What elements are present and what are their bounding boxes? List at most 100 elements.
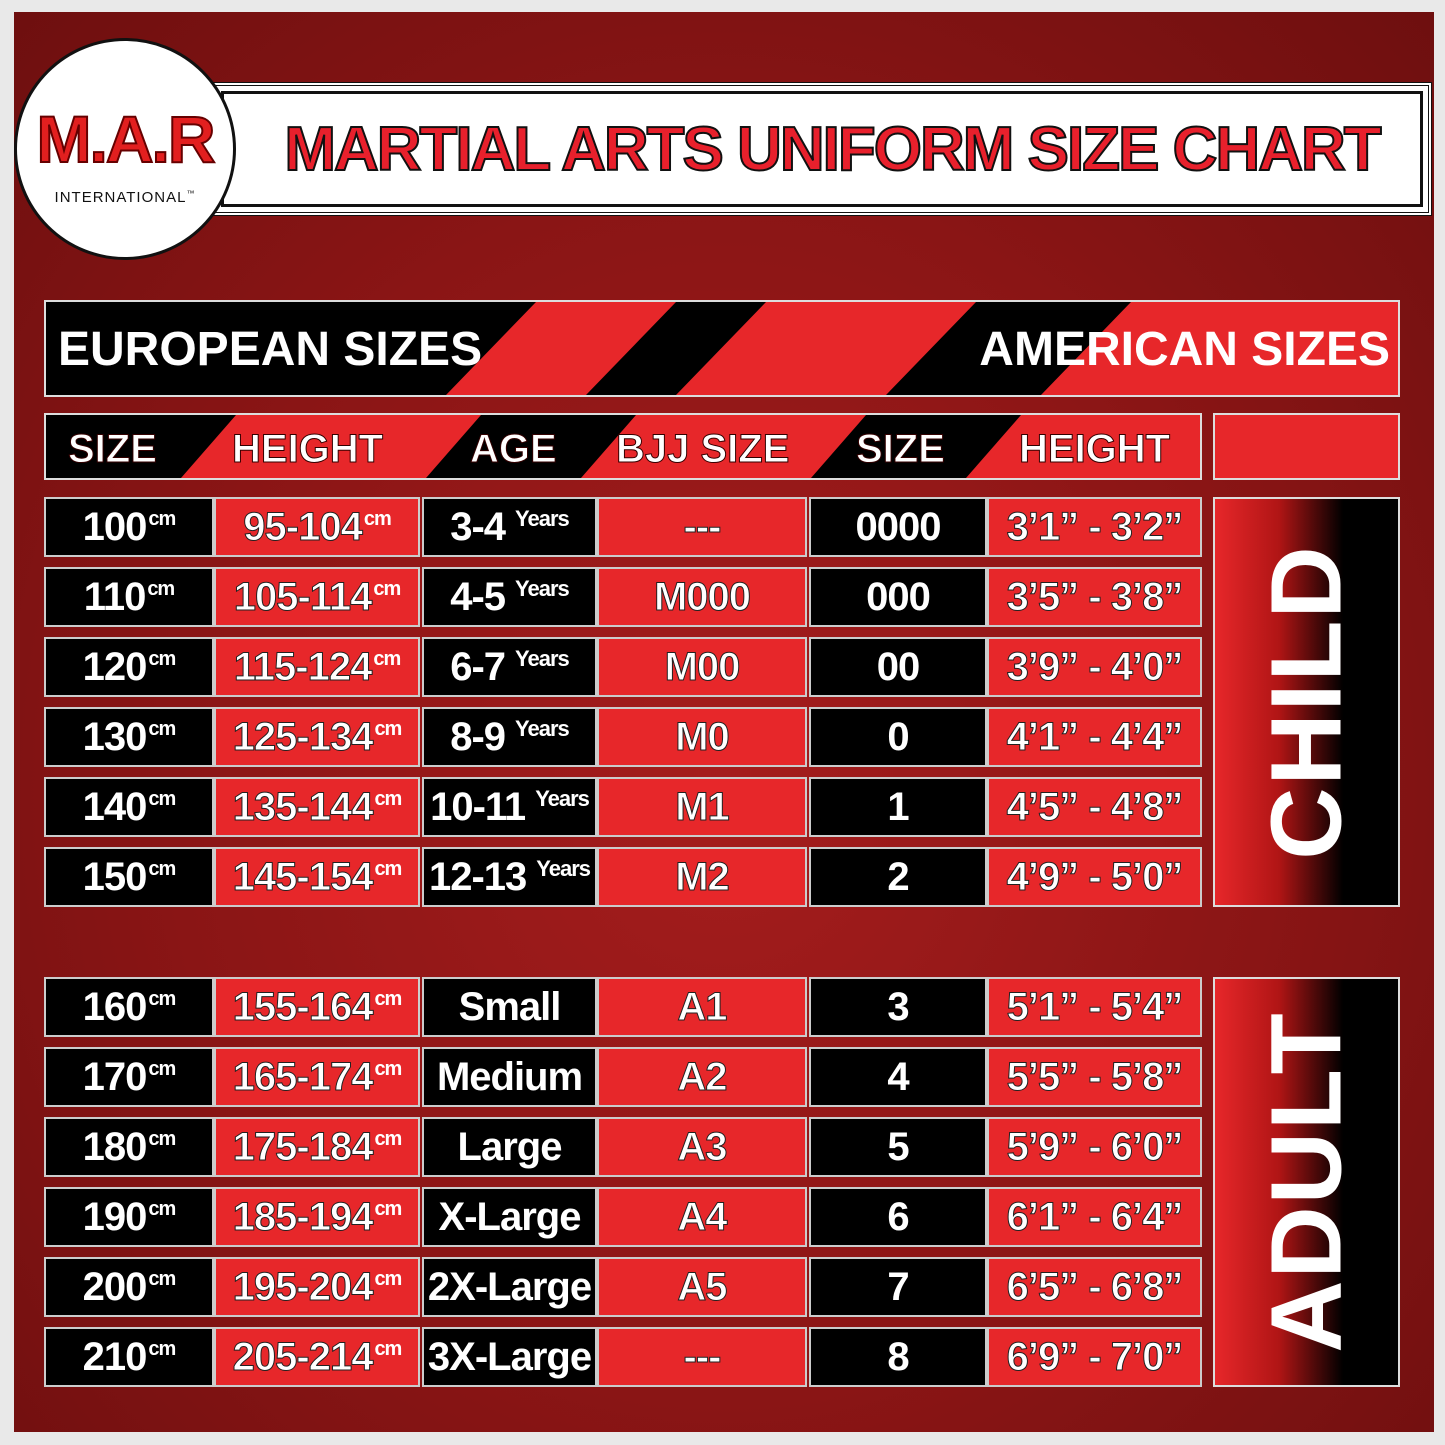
cell-us-height: 3’9” - 4’0” bbox=[987, 637, 1202, 697]
cell-us-size: 3 bbox=[809, 977, 987, 1037]
unit-label: cm bbox=[374, 1337, 402, 1360]
header-eu-height: HEIGHT bbox=[231, 427, 384, 472]
group-label-adult: ADULT bbox=[1213, 977, 1400, 1387]
cell-eu-size: 110 cm bbox=[44, 567, 214, 627]
cell-age: 4-5 Years bbox=[422, 567, 597, 627]
cell-us-height: 5’5” - 5’8” bbox=[987, 1047, 1202, 1107]
cell-eu-height: 125-134 cm bbox=[214, 707, 420, 767]
header-group-box bbox=[1213, 413, 1400, 480]
table-row: 160 cm 155-164 cm Small A1 3 5’1” - 5’4” bbox=[44, 977, 1202, 1037]
cell-us-size: 1 bbox=[809, 777, 987, 837]
unit-label: cm bbox=[148, 1057, 176, 1080]
cell-age: X-Large bbox=[422, 1187, 597, 1247]
column-header-row: SIZE HEIGHT AGE BJJ SIZE SIZE HEIGHT bbox=[44, 413, 1202, 480]
table-row: 110 cm 105-114 cm 4-5 Years M000 000 3’5” - 3’8” bbox=[44, 567, 1202, 627]
header-us-size: SIZE bbox=[856, 427, 946, 472]
cell-eu-size: 140 cm bbox=[44, 777, 214, 837]
header-age: AGE bbox=[470, 427, 558, 472]
cell-eu-height: 105-114 cm bbox=[214, 567, 420, 627]
cell-age: Medium bbox=[422, 1047, 597, 1107]
cell-age: 3X-Large bbox=[422, 1327, 597, 1387]
cell-us-size: 000 bbox=[809, 567, 987, 627]
unit-label: cm bbox=[148, 1197, 176, 1220]
unit-label: cm bbox=[374, 987, 402, 1010]
cell-eu-size: 200 cm bbox=[44, 1257, 214, 1317]
cell-bjj: A5 bbox=[597, 1257, 807, 1317]
cell-us-height: 6’9” - 7’0” bbox=[987, 1327, 1202, 1387]
cell-age: 10-11 Years bbox=[422, 777, 597, 837]
unit-label: cm bbox=[148, 647, 176, 670]
table-row: 120 cm 115-124 cm 6-7 Years M00 00 3’9” - 4’0” bbox=[44, 637, 1202, 697]
cell-bjj: --- bbox=[597, 1327, 807, 1387]
logo-subtitle: INTERNATIONAL™ bbox=[17, 189, 233, 206]
unit-label: Years bbox=[515, 576, 570, 601]
cell-bjj: A4 bbox=[597, 1187, 807, 1247]
cell-us-height: 4’5” - 4’8” bbox=[987, 777, 1202, 837]
cell-eu-height: 205-214 cm bbox=[214, 1327, 420, 1387]
unit-label: cm bbox=[148, 507, 176, 530]
cell-bjj: M000 bbox=[597, 567, 807, 627]
unit-label: cm bbox=[374, 1057, 402, 1080]
cell-us-size: 7 bbox=[809, 1257, 987, 1317]
section-banner: EUROPEAN SIZES AMERICAN SIZES bbox=[44, 300, 1400, 397]
table-row: 180 cm 175-184 cm Large A3 5 5’9” - 6’0” bbox=[44, 1117, 1202, 1177]
cell-eu-height: 195-204 cm bbox=[214, 1257, 420, 1317]
cell-eu-size: 100 cm bbox=[44, 497, 214, 557]
unit-label: cm bbox=[374, 1267, 402, 1290]
cell-us-height: 5’9” - 6’0” bbox=[987, 1117, 1202, 1177]
unit-label: cm bbox=[374, 717, 402, 740]
cell-eu-size: 150 cm bbox=[44, 847, 214, 907]
cell-eu-size: 160 cm bbox=[44, 977, 214, 1037]
unit-label: cm bbox=[363, 507, 392, 530]
cell-bjj: M00 bbox=[597, 637, 807, 697]
unit-label: cm bbox=[148, 1267, 176, 1290]
unit-label: cm bbox=[148, 787, 176, 810]
table-row: 150 cm 145-154 cm 12-13 Years M2 2 4’9” - 5’0” bbox=[44, 847, 1202, 907]
table-row: 200 cm 195-204 cm 2X-Large A5 7 6’5” - 6’8” bbox=[44, 1257, 1202, 1317]
cell-eu-height: 155-164 cm bbox=[214, 977, 420, 1037]
cell-eu-height: 115-124 cm bbox=[214, 637, 420, 697]
unit-label: cm bbox=[374, 1197, 402, 1220]
mar-international-logo: M.A.R INTERNATIONAL™ bbox=[14, 38, 236, 260]
cell-us-height: 6’5” - 6’8” bbox=[987, 1257, 1202, 1317]
cell-us-height: 4’9” - 5’0” bbox=[987, 847, 1202, 907]
cell-eu-height: 185-194 cm bbox=[214, 1187, 420, 1247]
unit-label: Years bbox=[535, 786, 590, 811]
table-row: 210 cm 205-214 cm 3X-Large --- 8 6’9” - 7’0” bbox=[44, 1327, 1202, 1387]
group-label-text: CHILD bbox=[1250, 544, 1362, 860]
cell-eu-size: 130 cm bbox=[44, 707, 214, 767]
cell-bjj: M1 bbox=[597, 777, 807, 837]
cell-us-size: 6 bbox=[809, 1187, 987, 1247]
cell-us-height: 6’1” - 6’4” bbox=[987, 1187, 1202, 1247]
table-row: 170 cm 165-174 cm Medium A2 4 5’5” - 5’8” bbox=[44, 1047, 1202, 1107]
cell-age: Large bbox=[422, 1117, 597, 1177]
unit-label: Years bbox=[515, 716, 570, 741]
header-eu-size: SIZE bbox=[68, 427, 158, 472]
unit-label: cm bbox=[148, 1127, 176, 1150]
table-row: 190 cm 185-194 cm X-Large A4 6 6’1” - 6’4” bbox=[44, 1187, 1202, 1247]
cell-us-size: 2 bbox=[809, 847, 987, 907]
page-title: MARTIAL ARTS UNIFORM SIZE CHART bbox=[283, 114, 1382, 185]
cell-us-size: 5 bbox=[809, 1117, 987, 1177]
american-sizes-label: AMERICAN SIZES bbox=[979, 323, 1390, 376]
cell-eu-height: 175-184 cm bbox=[214, 1117, 420, 1177]
unit-label: cm bbox=[148, 717, 176, 740]
cell-eu-height: 95-104 cm bbox=[214, 497, 420, 557]
logo-brand: M.A.R bbox=[36, 101, 217, 177]
cell-eu-size: 180 cm bbox=[44, 1117, 214, 1177]
cell-eu-height: 165-174 cm bbox=[214, 1047, 420, 1107]
cell-eu-size: 170 cm bbox=[44, 1047, 214, 1107]
unit-label: Years bbox=[515, 646, 570, 671]
unit-label: cm bbox=[374, 857, 402, 880]
cell-us-size: 00 bbox=[809, 637, 987, 697]
european-sizes-label: EUROPEAN SIZES bbox=[58, 323, 483, 376]
group-label-child: CHILD bbox=[1213, 497, 1400, 907]
unit-label: cm bbox=[373, 577, 401, 600]
table-row: 100 cm 95-104 cm 3-4 Years --- 0000 3’1” - 3’2” bbox=[44, 497, 1202, 557]
title-bar: MARTIAL ARTS UNIFORM SIZE CHART bbox=[212, 82, 1432, 216]
cell-age: 8-9 Years bbox=[422, 707, 597, 767]
cell-eu-size: 210 cm bbox=[44, 1327, 214, 1387]
cell-us-height: 3’5” - 3’8” bbox=[987, 567, 1202, 627]
cell-bjj: A3 bbox=[597, 1117, 807, 1177]
cell-age: Small bbox=[422, 977, 597, 1037]
